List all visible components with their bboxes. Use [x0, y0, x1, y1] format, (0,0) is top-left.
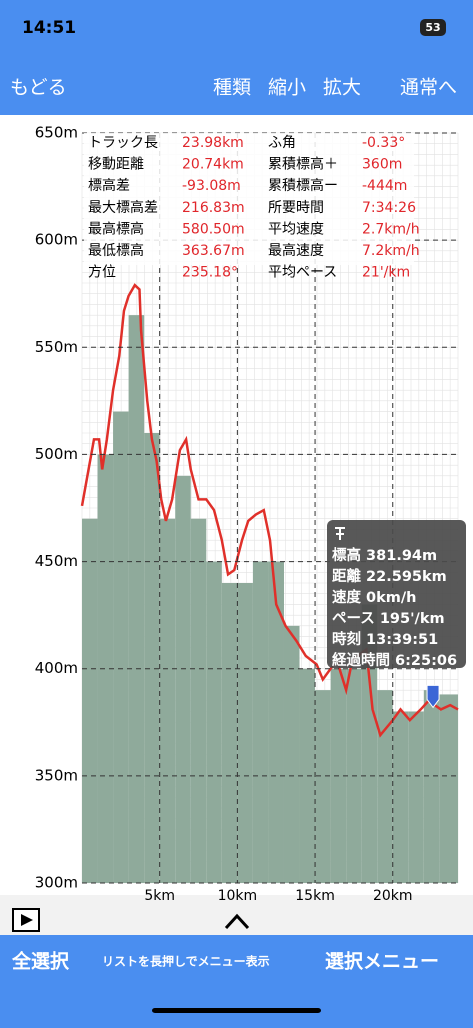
- bar: [268, 561, 284, 883]
- select-all-button[interactable]: 全選択: [11, 950, 70, 973]
- y-tick-label: 450m: [35, 552, 78, 570]
- stat-value: 21'/km: [362, 265, 410, 281]
- bar: [221, 583, 238, 883]
- x-tick-label: 5km: [144, 888, 175, 904]
- stats-bg: [84, 133, 414, 265]
- bar: [315, 690, 331, 883]
- stat-label: 最高標高: [88, 220, 144, 237]
- bar: [423, 690, 440, 883]
- bar: [439, 694, 458, 883]
- stat-value: 363.67m: [182, 243, 245, 259]
- plot: 300m 350m 400m 450m 500m 550m 600m 650m 5km 10km 1…: [35, 124, 466, 904]
- tooltip-pin: [335, 527, 345, 540]
- bar: [159, 518, 176, 883]
- home-indicator: [152, 1008, 321, 1013]
- stat-value: 7:34:26: [362, 200, 416, 216]
- bar: [175, 475, 191, 883]
- stat-value: 216.83m: [182, 200, 245, 216]
- tooltip-line: ペース 195'/km: [332, 611, 445, 627]
- stat-value: 20.74km: [182, 157, 244, 173]
- y-tick-label: 500m: [35, 445, 78, 463]
- stat-label: 最大標高差: [88, 199, 158, 216]
- y-tick-label: 400m: [35, 659, 78, 677]
- stat-value: 360m: [362, 157, 402, 173]
- status-time: 14:51: [22, 18, 76, 38]
- x-tick-label: 20km: [373, 888, 413, 904]
- x-tick-label: 15km: [295, 888, 335, 904]
- zoom-in-button[interactable]: 拡大: [323, 77, 361, 99]
- bar: [206, 561, 222, 883]
- stat-label: 最高速度: [268, 242, 324, 259]
- bar: [113, 411, 129, 883]
- bar: [128, 315, 145, 884]
- elevation-line: [80, 283, 459, 738]
- stat-label: ふ角: [268, 135, 296, 151]
- y-tick-label: 600m: [35, 231, 78, 249]
- stat-value: 2.7km/h: [362, 221, 420, 237]
- stat-value: -93.08m: [182, 178, 241, 194]
- stat-label: 累積標高ー: [268, 177, 338, 194]
- stat-label: 標高差: [88, 177, 130, 194]
- stat-label: 移動距離: [88, 156, 144, 173]
- bar: [361, 604, 378, 883]
- bar: [392, 711, 409, 883]
- normal-button[interactable]: 通常へ: [400, 77, 457, 99]
- y-tick-label: 350m: [35, 766, 78, 784]
- bar: [283, 625, 300, 883]
- bar: [190, 518, 207, 883]
- stat-value: 580.50m: [182, 221, 245, 237]
- tooltip-line: 距離 22.595km: [332, 567, 447, 585]
- stat-label: 所要時間: [268, 200, 324, 216]
- stat-label: 累積標高＋: [268, 156, 338, 173]
- kind-button[interactable]: 種類: [213, 77, 251, 99]
- position-marker: [426, 684, 440, 709]
- bar: [144, 433, 160, 883]
- zoom-out-button[interactable]: 縮小: [268, 77, 306, 99]
- tooltip-line: 時刻 13:39:51: [332, 630, 438, 648]
- battery: [420, 19, 446, 36]
- tooltip-line: 速度 0km/h: [332, 588, 417, 606]
- stat-value: -0.33°: [362, 135, 405, 151]
- y-tick-label: 650m: [35, 124, 78, 142]
- back-button[interactable]: もどる: [10, 77, 67, 99]
- stat-label: トラック長: [88, 135, 158, 151]
- stat-label: 方位: [88, 265, 116, 281]
- bar: [377, 690, 393, 883]
- bar: [408, 711, 424, 883]
- battery-level: 53: [425, 21, 440, 34]
- bar: [252, 561, 269, 883]
- stat-value: -444m: [362, 178, 407, 194]
- bar: [237, 583, 253, 883]
- stat-value: 235.18°: [182, 265, 238, 281]
- y-tick-label: 550m: [35, 338, 78, 356]
- stat-value: 7.2km/h: [362, 243, 420, 259]
- select-menu-button[interactable]: 選択メニュー: [325, 951, 439, 973]
- tooltip-line: 経過時間 6:25:06: [332, 651, 457, 669]
- expand-chevron[interactable]: [224, 913, 250, 930]
- tooltip-line: 標高 381.94m: [332, 546, 437, 564]
- play-icon: [21, 914, 33, 926]
- header-bg: [0, 0, 473, 115]
- tooltip-bg: [327, 520, 466, 668]
- stat-label: 平均速度: [268, 221, 324, 237]
- y-tick-label: 300m: [35, 874, 78, 892]
- bar: [82, 518, 98, 883]
- hint-text: リストを長押しでメニュー表示: [102, 954, 270, 969]
- stat-value: 23.98km: [182, 135, 244, 151]
- stat-label: 最低標高: [88, 242, 144, 259]
- stat-label: 平均ペース: [268, 265, 337, 281]
- x-tick-label: 10km: [218, 888, 258, 904]
